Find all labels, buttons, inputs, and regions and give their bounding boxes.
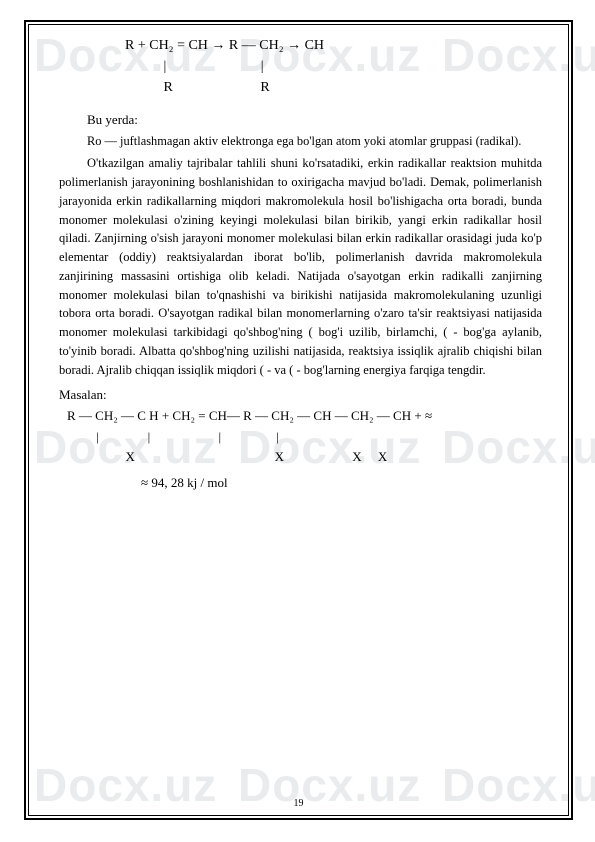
bu-yerda-heading: Bu yerda: <box>59 112 542 128</box>
paragraph-ro: Ro — juftlashmagan aktiv elektronga ega … <box>59 132 542 150</box>
page-outer-border: R + CH₂ = CH → R — CH₂ → CH | | R R Bu y… <box>24 20 573 820</box>
formula-top-line3: R R <box>125 77 542 98</box>
formula-top-line2: | | <box>125 56 542 77</box>
paragraph-main: O'tkazilgan amaliy tajribalar tahlili sh… <box>59 154 542 379</box>
page-number: 19 <box>29 798 568 809</box>
formula-top-line1: R + CH₂ = CH → R — CH₂ → CH <box>125 35 542 56</box>
formula-top: R + CH₂ = CH → R — CH₂ → CH | | R R <box>125 35 542 98</box>
formula-bottom-line1: R — CH₂ — C H + CH₂ = CH— R — CH₂ — CH —… <box>67 406 542 426</box>
energy-value: ≈ 94, 28 kj / mol <box>141 475 542 491</box>
formula-bottom-line3: X X X X <box>67 447 542 467</box>
formula-bottom: R — CH₂ — C H + CH₂ = CH— R — CH₂ — CH —… <box>67 406 542 466</box>
formula-bottom-line2: | | | | <box>67 427 542 447</box>
page-inner-border: R + CH₂ = CH → R — CH₂ → CH | | R R Bu y… <box>28 24 569 816</box>
masalan-heading: Masalan: <box>59 387 542 403</box>
